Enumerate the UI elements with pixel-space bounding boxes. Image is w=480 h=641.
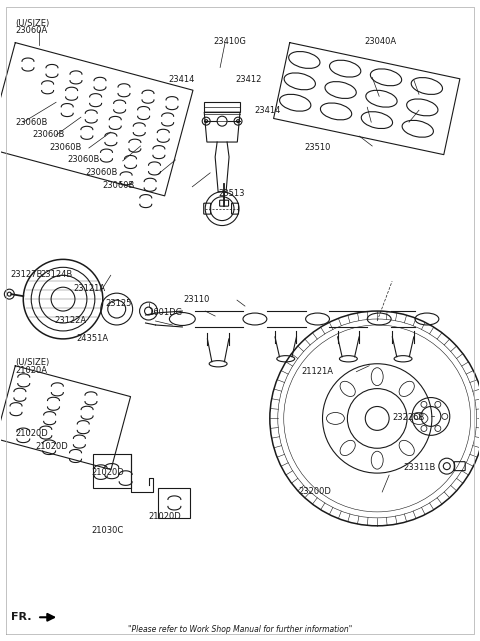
Text: 23124B: 23124B: [40, 270, 73, 279]
Text: 23226B: 23226B: [393, 413, 425, 422]
Text: 23040A: 23040A: [364, 37, 396, 46]
Text: 23060B: 23060B: [49, 143, 82, 152]
Text: 23060B: 23060B: [16, 119, 48, 128]
Text: 23060B: 23060B: [103, 181, 135, 190]
Text: 23060A: 23060A: [16, 26, 48, 35]
Text: 21121A: 21121A: [301, 367, 333, 376]
Text: 23513: 23513: [218, 188, 245, 197]
Text: (U/SIZE): (U/SIZE): [16, 19, 50, 28]
Text: "Please refer to Work Shop Manual for further information": "Please refer to Work Shop Manual for fu…: [128, 625, 352, 634]
Text: FR.: FR.: [12, 612, 32, 622]
Text: 23414: 23414: [168, 75, 195, 84]
Text: 23127B: 23127B: [10, 270, 42, 279]
Text: 23110: 23110: [184, 295, 210, 304]
Text: 21020D: 21020D: [16, 429, 48, 438]
Text: 23412: 23412: [235, 75, 262, 84]
Text: 23510: 23510: [304, 143, 331, 152]
Text: 1601DG: 1601DG: [148, 308, 182, 317]
Text: 23121A: 23121A: [73, 284, 105, 293]
Text: 23122A: 23122A: [55, 316, 87, 325]
Text: 21020D: 21020D: [148, 512, 181, 521]
Text: 23200D: 23200D: [298, 487, 331, 495]
Text: 23125: 23125: [106, 299, 132, 308]
Text: 23311B: 23311B: [403, 463, 435, 472]
Text: 21020D: 21020D: [91, 468, 124, 477]
Text: 23410G: 23410G: [214, 37, 247, 46]
Text: 23060B: 23060B: [85, 168, 117, 177]
Text: (U/SIZE): (U/SIZE): [16, 358, 50, 367]
Text: 23414: 23414: [254, 106, 281, 115]
Text: 21020A: 21020A: [16, 366, 48, 375]
Text: 21030C: 21030C: [91, 526, 123, 535]
Text: 23060B: 23060B: [33, 130, 65, 139]
Text: 24351A: 24351A: [77, 334, 109, 343]
Text: 21020D: 21020D: [36, 442, 69, 451]
Text: 23060B: 23060B: [67, 155, 100, 164]
